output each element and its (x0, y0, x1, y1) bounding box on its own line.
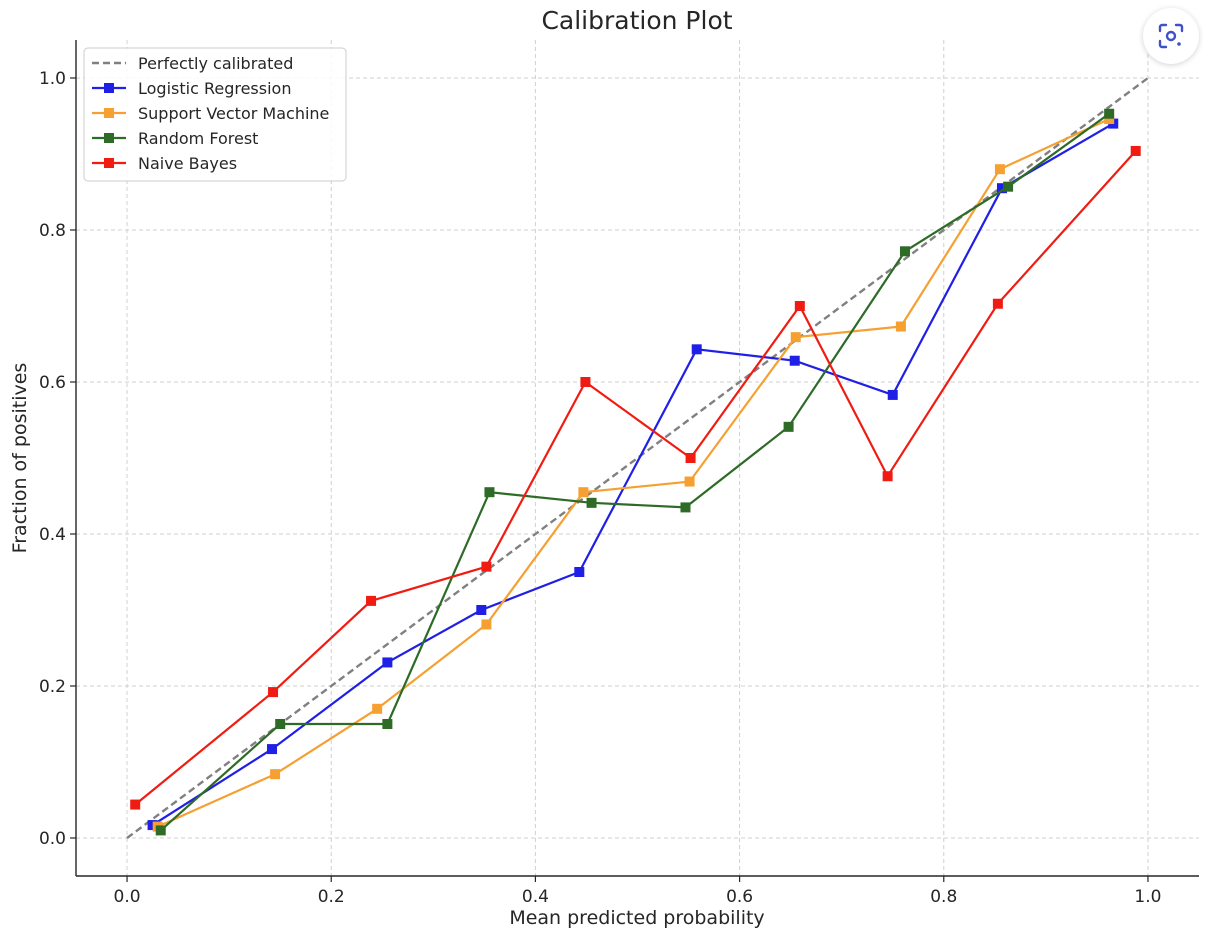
data-point (476, 605, 487, 615)
data-point (992, 298, 1003, 309)
data-point (586, 497, 597, 508)
x-tick-label: 0.2 (318, 887, 345, 907)
series-naive-bayes (130, 145, 1141, 810)
data-point (1003, 181, 1014, 192)
data-point (789, 355, 800, 366)
x-tick-label: 0.8 (930, 887, 957, 907)
chart-title: Calibration Plot (541, 6, 732, 35)
x-tick-label: 1.0 (1134, 887, 1161, 907)
data-point (267, 744, 278, 755)
y-tick-label: 0.8 (39, 221, 66, 241)
legend-label: Naive Bayes (138, 154, 237, 173)
data-point (684, 476, 695, 487)
y-tick-label: 0.2 (39, 677, 66, 697)
image-search-icon (1158, 23, 1184, 49)
data-point (484, 487, 495, 498)
data-point (1104, 108, 1115, 119)
series-line (159, 112, 1110, 832)
data-point (680, 502, 691, 513)
data-point (130, 799, 141, 810)
data-point (578, 487, 589, 498)
data-point (382, 719, 393, 729)
tick-labels: 0.0 0.2 0.4 0.6 0.8 1.0 0.0 0.2 0.4 0.6 0.8 1.0 (39, 69, 1162, 907)
legend-item: Perfectly calibrated (92, 54, 293, 73)
legend-label: Logistic Regression (138, 79, 291, 98)
data-point (1104, 114, 1115, 125)
legend-swatch-marker (104, 108, 114, 118)
x-axis-label: Mean predicted probability (509, 907, 764, 929)
y-tick-label: 1.0 (39, 69, 66, 89)
grid (76, 40, 1199, 876)
y-tick-label: 0.0 (39, 829, 66, 849)
legend-label: Support Vector Machine (138, 104, 329, 123)
legend-item: Support Vector Machine (92, 104, 329, 123)
y-tick-label: 0.6 (39, 373, 66, 393)
series-random-forest (155, 108, 1115, 836)
y-axis-label: Fraction of positives (9, 363, 31, 554)
legend-label: Random Forest (138, 129, 258, 148)
data-point (882, 471, 893, 482)
data-point (691, 344, 702, 355)
series-line (157, 118, 1110, 828)
data-point (794, 301, 805, 311)
image-search-button[interactable] (1143, 8, 1199, 64)
data-point (366, 595, 377, 606)
legend: Perfectly calibrated Logistic Regression S… (83, 47, 347, 182)
data-point (899, 246, 910, 257)
legend-item: Logistic Regression (92, 79, 291, 98)
legend-label: Perfectly calibrated (138, 54, 293, 73)
legend-item: Naive Bayes (92, 154, 237, 173)
data-point (996, 183, 1007, 194)
data-point (147, 820, 158, 831)
x-tick-label: 0.6 (726, 887, 753, 907)
series-line (152, 122, 1114, 827)
data-point (783, 421, 794, 432)
series-line (134, 150, 1137, 806)
data-point (372, 703, 383, 714)
legend-swatch-marker (104, 133, 114, 143)
data-point (382, 657, 393, 668)
legend-box (83, 47, 347, 182)
x-tick-label: 0.0 (114, 887, 141, 907)
data-point (580, 377, 591, 387)
x-tick-label: 0.4 (522, 887, 549, 907)
data-point (1130, 145, 1141, 156)
series-layer (130, 108, 1141, 836)
data-point (685, 453, 696, 463)
axes (70, 40, 1199, 882)
data-point (268, 687, 279, 698)
legend-swatch-marker (104, 158, 114, 168)
legend-item: Random Forest (92, 129, 258, 148)
data-point (481, 619, 492, 630)
data-point (270, 769, 281, 780)
legend-swatch-marker (104, 83, 114, 93)
data-point (481, 561, 492, 572)
data-point (275, 719, 286, 729)
y-tick-label: 0.4 (39, 525, 66, 545)
data-point (887, 389, 898, 400)
data-point (994, 164, 1005, 175)
data-point (790, 332, 801, 343)
data-point (155, 825, 166, 836)
data-point (574, 567, 585, 577)
data-point (895, 321, 906, 332)
